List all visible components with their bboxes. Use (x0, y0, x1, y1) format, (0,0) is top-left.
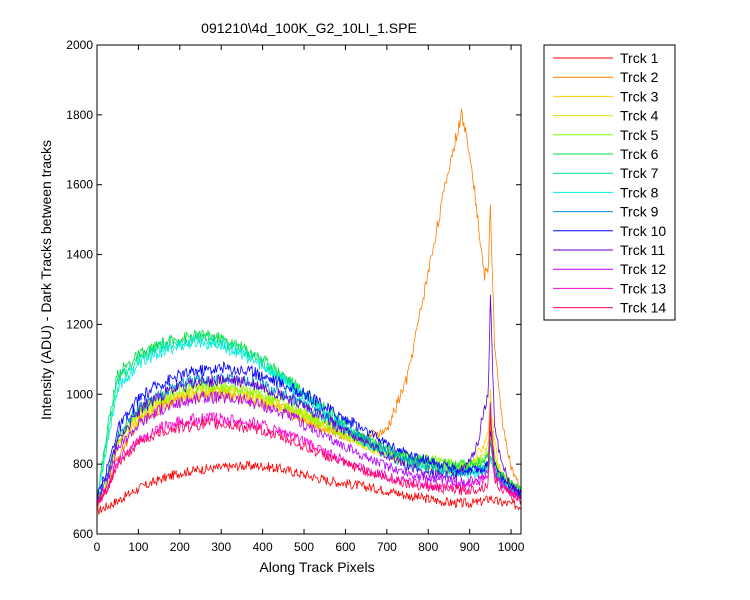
legend-label: Trck 11 (620, 242, 665, 258)
series-line-12 (96, 390, 522, 505)
legend-label: Trck 4 (620, 108, 659, 124)
series-line-5 (96, 379, 522, 500)
legend-box (543, 44, 676, 321)
x-tick-label: 400 (253, 540, 273, 554)
y-axis: 600 800 1000 1200 1400 1600 1800 2000 (66, 38, 521, 541)
y-tick-label: 1400 (66, 248, 93, 262)
legend-label: Trck 10 (620, 223, 666, 239)
x-tick-label: 100 (128, 540, 148, 554)
x-tick-label: 800 (418, 540, 438, 554)
x-tick-label: 1000 (498, 540, 525, 554)
x-tick-label: 0 (94, 540, 101, 554)
x-tick-label: 600 (335, 540, 355, 554)
y-tick-label: 600 (73, 527, 93, 541)
plot-lines (96, 108, 522, 515)
y-tick-label: 2000 (66, 38, 93, 52)
x-tick-label: 300 (211, 540, 231, 554)
legend-label: Trck 2 (620, 69, 659, 85)
series-line-14 (96, 416, 522, 507)
x-axis: 0 100 200 300 400 500 600 700 800 900 1000 (94, 45, 525, 554)
legend-label: Trck 8 (620, 184, 659, 200)
legend-label: Trck 12 (620, 261, 666, 277)
x-tick-label: 200 (170, 540, 190, 554)
legend-label: Trck 14 (620, 300, 666, 316)
legend-label: Trck 9 (620, 204, 659, 220)
series-line-11 (96, 294, 522, 505)
legend-label: Trck 3 (620, 88, 659, 104)
legend-label: Trck 5 (620, 127, 659, 143)
x-tick-label: 500 (294, 540, 314, 554)
chart-title: 091210\4d_100K_G2_10LI_1.SPE (201, 20, 417, 36)
y-tick-label: 1000 (66, 387, 93, 401)
x-axis-label: Along Track Pixels (259, 559, 374, 575)
x-tick-label: 900 (460, 540, 480, 554)
x-tick-label: 700 (377, 540, 397, 554)
y-tick-label: 1800 (66, 108, 93, 122)
legend: Trck 1 Trck 2 Trck 3 Trck 4 Trck 5 Trck 6 Trck… (543, 44, 676, 321)
legend-label: Trck 6 (620, 146, 659, 162)
y-tick-label: 1200 (66, 317, 93, 331)
series-line-8 (96, 336, 522, 500)
plot-frame (96, 44, 522, 535)
legend-label: Trck 7 (620, 165, 659, 181)
y-axis-label: Intensity (ADU) - Dark Tracks between tr… (38, 140, 54, 420)
y-tick-label: 1600 (66, 178, 93, 192)
y-tick-label: 800 (73, 457, 93, 471)
series-line-1 (96, 460, 522, 515)
legend-label: Trck 13 (620, 280, 666, 296)
legend-label: Trck 1 (620, 50, 659, 66)
series-line-9 (96, 372, 521, 500)
series-line-10 (96, 360, 522, 499)
